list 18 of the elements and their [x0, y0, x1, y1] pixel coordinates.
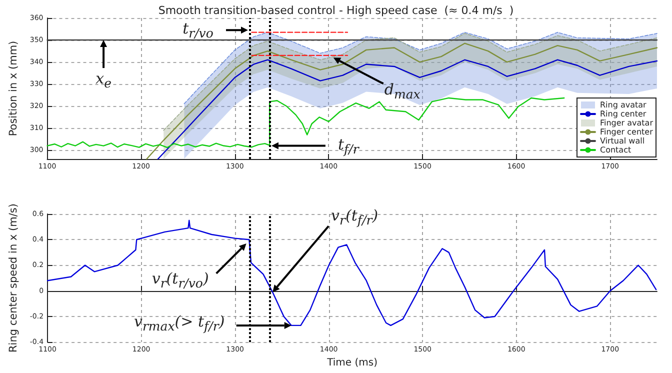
y-axis-title: Ring center speed in x (m/s)	[8, 204, 20, 353]
annotation: v$_{r}$(t$_{r/vo}$)	[152, 270, 209, 291]
annotation: t$_{f/r}$	[338, 135, 359, 156]
annotation: v$_{r}$(t$_{f/r}$)	[331, 206, 378, 228]
legend-label: Contact	[600, 146, 632, 154]
legend-label: Ring avatar	[600, 100, 648, 110]
x-axis-title: Time (ms)	[326, 358, 378, 368]
annotation: v$_{r}$$_{max}$(> t$_{f/r}$)	[134, 312, 225, 334]
annotation: x$_{e}$	[96, 70, 112, 91]
chart-title: Smooth transition-based control - High speed case (≈ 0.4 m/s )	[158, 4, 514, 17]
annotation: d$_{max}$	[384, 80, 420, 102]
legend-label: Virtual wall	[600, 136, 645, 146]
legend-label: Ring center	[600, 110, 647, 118]
legend-label: Finger avatar	[600, 118, 654, 128]
legend-label: Finger center	[600, 128, 654, 136]
annotation: t$_{r/vo}$	[182, 20, 214, 41]
y-axis-title: Position in x (mm)	[8, 40, 20, 136]
line-series	[157, 59, 658, 160]
